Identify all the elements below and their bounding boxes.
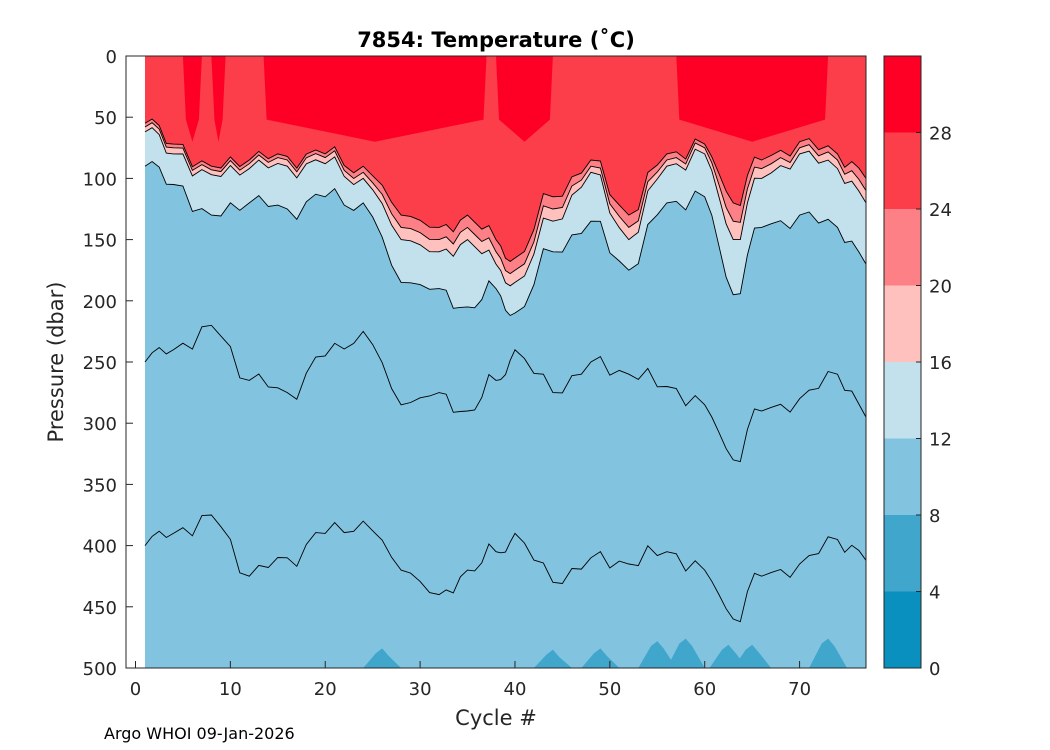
contour-lines (144, 118, 866, 623)
colorbar-tick-label: 28 (929, 124, 952, 145)
y-tick-label: 400 (83, 537, 117, 558)
fill-band-28-32-1 (211, 56, 226, 142)
y-tick-label: 500 (83, 659, 117, 680)
x-tick-label: 50 (598, 679, 621, 700)
colorbar-tick-label: 0 (929, 659, 940, 680)
y-tick-label: 300 (83, 414, 117, 435)
y-tick-label: 450 (83, 598, 117, 619)
colorbar-tick-label: 20 (929, 277, 952, 298)
x-tick-label: 20 (314, 679, 337, 700)
fill-band-28-32-0 (182, 56, 202, 142)
fill-band-28-32-2 (263, 56, 487, 142)
x-tick-label: 70 (788, 679, 811, 700)
y-axis-label: Pressure (dbar) (44, 282, 68, 443)
fill-band-4-8-0 (363, 648, 402, 668)
fill-band-4-8-6 (733, 644, 772, 668)
y-tick-label: 50 (94, 108, 117, 129)
contour-line-isotherm-9 (144, 514, 866, 623)
contour-line-isotherm-24 (144, 118, 866, 262)
contour-line-isotherm-10 (144, 324, 866, 463)
x-tick-label: 30 (409, 679, 432, 700)
colorbar-swatch (884, 132, 921, 209)
y-tick-label: 350 (83, 475, 117, 496)
colorbar-swatch (884, 209, 921, 286)
fill-band-28-32-3 (496, 56, 553, 142)
y-tick-label: 100 (83, 169, 117, 190)
contour-line-isotherm-20 (144, 122, 866, 275)
colorbar-tick-label: 8 (929, 506, 940, 527)
footer-credit: Argo WHOI 09-Jan-2026 (104, 724, 295, 743)
colorbar-swatch (884, 591, 921, 668)
fill-band-4-8-3 (638, 641, 677, 668)
colorbar-swatch (884, 362, 921, 439)
fill-band-4-8-4 (666, 638, 705, 668)
fill-band-28-32-4 (676, 56, 829, 142)
colorbar-tick-label: 4 (929, 583, 940, 604)
x-tick-label: 0 (130, 679, 141, 700)
x-tick-label: 10 (219, 679, 242, 700)
y-tick-label: 0 (106, 47, 117, 68)
contour-fills (144, 56, 866, 668)
y-tick-label: 150 (83, 231, 117, 252)
colorbar-tick-label: 24 (929, 200, 952, 221)
fill-band-4-8-1 (533, 649, 572, 668)
colorbar-swatch (884, 438, 921, 515)
colorbar-tick-label: 16 (929, 353, 952, 374)
y-tick-label: 200 (83, 292, 117, 313)
x-axis-ticks: 0 10 20 30 40 50 60 70 (130, 661, 811, 700)
y-tick-label: 250 (83, 353, 117, 374)
colorbar-swatch (884, 515, 921, 592)
contour-line-isotherm-16 (144, 127, 866, 287)
colorbar-tick-label: 12 (929, 430, 952, 451)
chart-title: 7854: Temperature (˚C) (357, 28, 635, 52)
x-tick-label: 60 (693, 679, 716, 700)
colorbar-swatch (884, 285, 921, 362)
colorbar-swatch (884, 56, 921, 133)
colorbar: 0 4 8 12 16 20 24 28 (883, 55, 952, 680)
y-axis-ticks: 0 50 100 150 200 250 300 350 400 450 500 (83, 47, 133, 680)
x-axis-label: Cycle # (455, 706, 537, 730)
fill-band-4-8-7 (809, 638, 847, 668)
contour-line-isotherm-12 (144, 160, 866, 317)
x-tick-label: 40 (504, 679, 527, 700)
